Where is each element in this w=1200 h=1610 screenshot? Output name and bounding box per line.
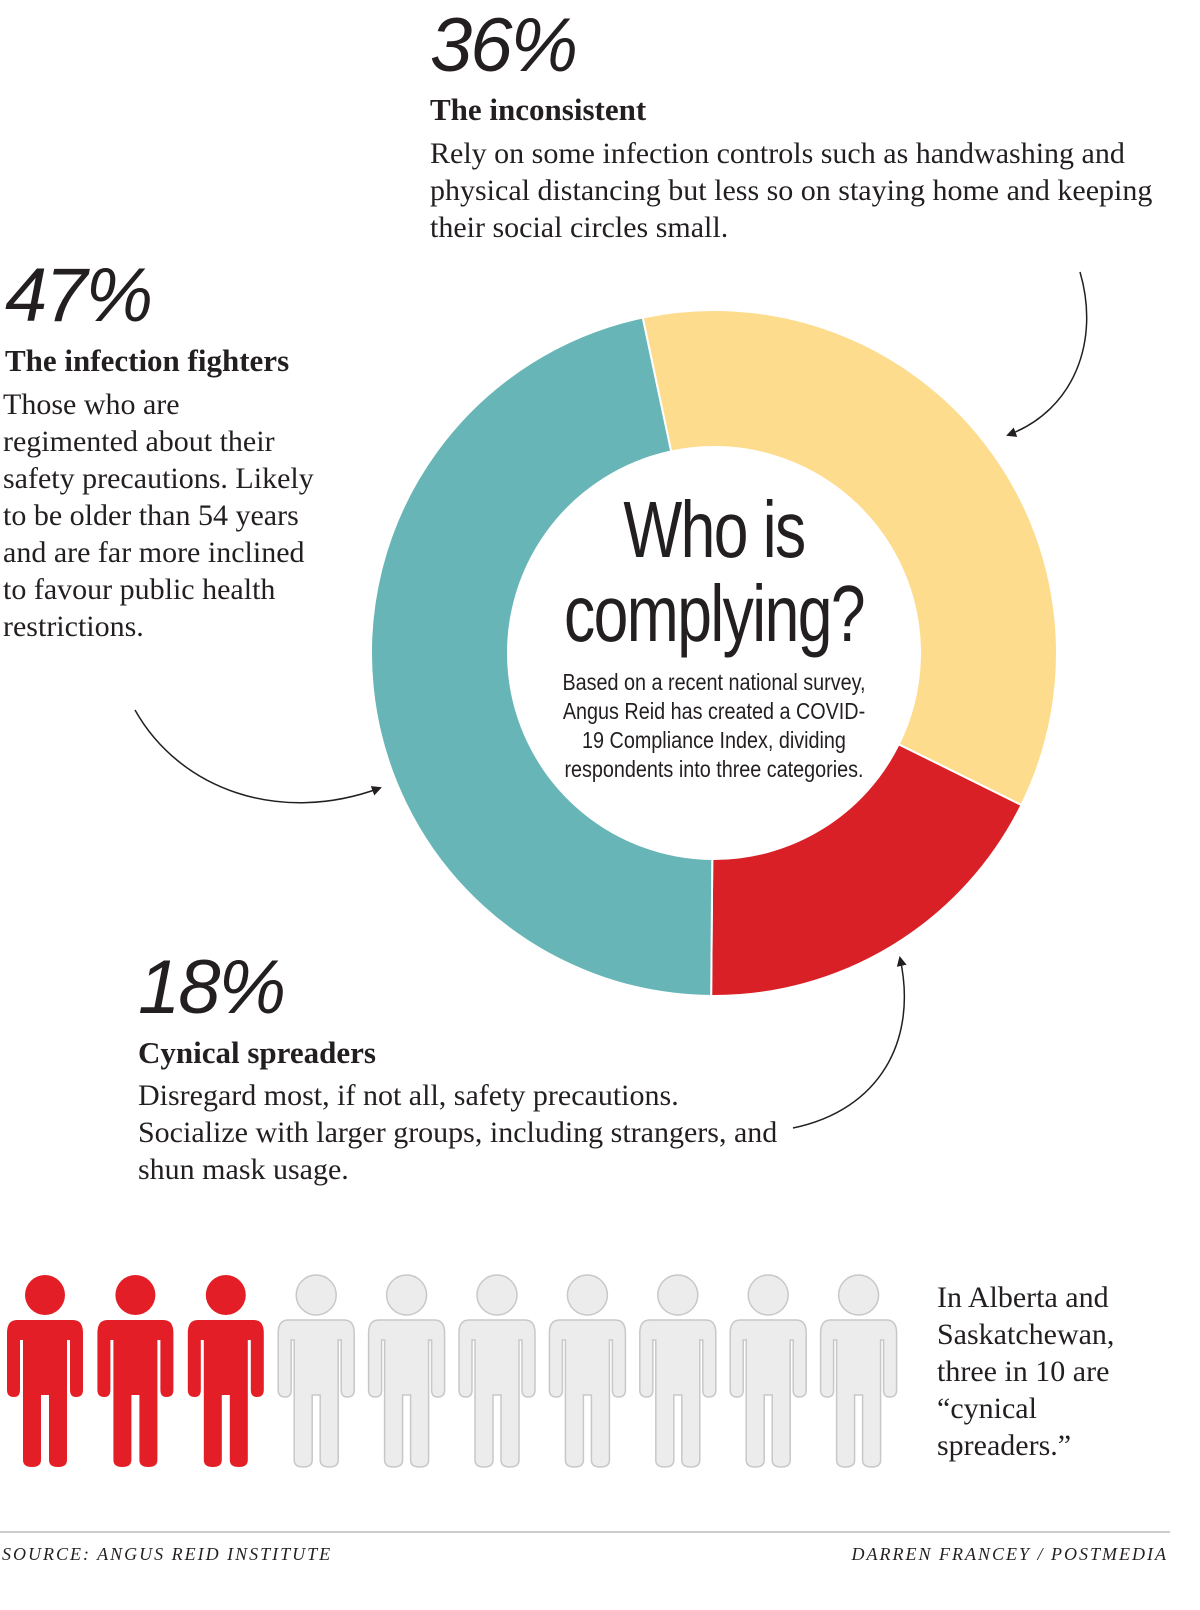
arrow [792,956,907,1129]
category-name: The infection fighters [5,343,290,378]
donut-slice [641,309,1058,807]
donut-slice [370,316,714,997]
value-label: 47% [5,253,153,338]
person-body [458,1319,536,1468]
value-label: 18% [138,945,286,1030]
category-description: Those who are regimented about their saf… [3,388,314,643]
person-body [548,1319,627,1468]
person-icon [639,1274,717,1468]
category-description: Rely on some infection controls such as … [430,137,1153,244]
donut-slice [710,742,1023,997]
person-head [657,1274,699,1316]
source: SOURCE: ANGUS REID INSTITUTE [2,1544,333,1564]
category-name: Cynical spreaders [138,1035,376,1070]
person-body [367,1319,446,1468]
credit: DARREN FRANCEY / POSTMEDIA [851,1544,1168,1564]
arrow [1006,271,1088,437]
person-icon [277,1274,355,1468]
person-icon [7,1275,83,1467]
person-head [747,1274,789,1316]
chart-subtitle: Based on a recent national survey, Angus… [562,669,866,782]
person-head [837,1274,880,1316]
category-name: The inconsistent [430,92,647,127]
donut [370,309,1058,997]
person-body [819,1319,898,1468]
person-body [277,1319,355,1468]
person-body [187,1320,264,1467]
person-icon [367,1274,446,1468]
person-body [729,1319,807,1468]
person-body [97,1320,174,1467]
person-head [205,1275,246,1315]
person-icon [548,1274,627,1468]
person-icon [458,1274,536,1468]
pictogram [7,1274,898,1468]
chart-title: Who is complying? [563,485,866,658]
category-description: Disregard most, if not all, safety preca… [138,1079,778,1186]
person-head [295,1274,337,1316]
pictogram-text: In Alberta and Saskatchewan, three in 10… [937,1281,1115,1462]
person-body [639,1319,717,1468]
person-body [7,1320,83,1467]
person-icon [97,1275,174,1467]
person-icon [729,1274,807,1468]
person-head [476,1274,518,1316]
person-icon [819,1274,898,1468]
person-head [385,1274,428,1316]
person-head [25,1275,65,1315]
person-icon [187,1275,264,1467]
person-head [566,1274,609,1316]
arrow [134,709,382,804]
person-head [115,1275,156,1315]
value-label: 36% [430,3,578,88]
